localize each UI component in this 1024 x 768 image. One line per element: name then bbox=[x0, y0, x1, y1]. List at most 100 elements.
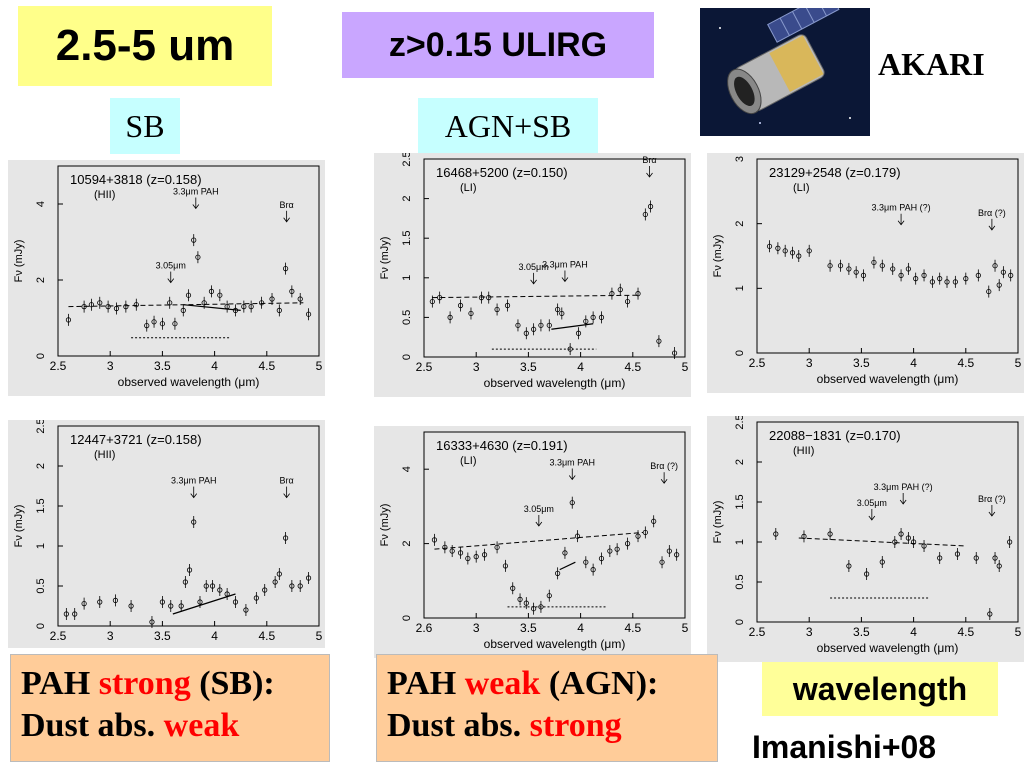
feature-annotation: 3.3μm PAH bbox=[542, 260, 588, 270]
data-point bbox=[494, 544, 500, 550]
data-point bbox=[898, 272, 904, 279]
data-point bbox=[65, 317, 72, 323]
x-tick-label: 4.5 bbox=[957, 625, 974, 639]
data-point bbox=[567, 346, 573, 352]
data-point bbox=[952, 279, 958, 285]
data-point bbox=[624, 541, 631, 547]
x-tick-label: 4.5 bbox=[624, 621, 641, 635]
data-point bbox=[442, 544, 448, 550]
plot-frame bbox=[57, 425, 320, 627]
data-point bbox=[801, 533, 807, 540]
y-tick-label: 1 bbox=[734, 285, 746, 291]
data-point bbox=[598, 555, 605, 562]
y-tick-label: 0 bbox=[401, 615, 413, 621]
data-point bbox=[63, 611, 69, 617]
x-axis-label: observed wavelength (μm) bbox=[484, 637, 626, 651]
panel-title: 16468+5200 (z=0.150) bbox=[436, 165, 568, 180]
y-tick-label: 4 bbox=[35, 201, 47, 207]
x-tick-label: 2.5 bbox=[416, 360, 433, 374]
x-tick-label: 4 bbox=[211, 359, 218, 373]
y-axis-label: Fν (mJy) bbox=[379, 504, 391, 547]
data-point bbox=[538, 604, 544, 610]
x-tick-label: 2.6 bbox=[416, 621, 433, 635]
data-point bbox=[921, 543, 927, 549]
data-point bbox=[88, 302, 95, 308]
y-tick-label: 2 bbox=[35, 277, 47, 283]
y-axis-label: Fν (mJy) bbox=[13, 505, 25, 548]
panel-title: 12447+3721 (z=0.158) bbox=[70, 432, 202, 447]
citation: Imanishi+08 bbox=[752, 729, 937, 765]
data-point bbox=[72, 611, 78, 617]
slide-title: 2.5-5 um bbox=[18, 6, 272, 86]
y-tick-label: 1.5 bbox=[35, 498, 47, 513]
data-point bbox=[555, 306, 561, 313]
y-tick-label: 1.5 bbox=[734, 494, 746, 509]
data-point bbox=[531, 326, 537, 332]
data-point bbox=[624, 298, 631, 305]
data-point bbox=[583, 318, 589, 324]
y-axis-label: Fν (mJy) bbox=[712, 501, 724, 544]
data-point bbox=[987, 611, 993, 617]
data-point bbox=[609, 291, 615, 297]
y-tick-label: 2.5 bbox=[35, 420, 47, 434]
feature-annotation: Brα (?) bbox=[978, 208, 1006, 218]
spectrum-panel-23129: 2.5 3 3.5 4 4.5 5 0 1 2 3 observed wavelength (μm)… bbox=[707, 153, 1024, 393]
data-point bbox=[1000, 269, 1006, 275]
data-point bbox=[827, 531, 833, 537]
feature-annotation: 3.3μm PAH bbox=[171, 476, 217, 486]
data-point bbox=[846, 266, 852, 272]
y-axis-label: Fν (mJy) bbox=[13, 240, 25, 283]
data-point bbox=[195, 254, 201, 260]
data-point bbox=[642, 529, 648, 536]
data-point bbox=[992, 555, 998, 561]
spectrum-panel-12447: 2.5 3 3.5 4 4.5 5 0 0.5 1 1.5 2 2.5 Fν (mJy) 12447+37… bbox=[8, 420, 325, 648]
y-tick-label: 0 bbox=[35, 353, 47, 359]
panel-title: 23129+2548 (z=0.179) bbox=[769, 165, 901, 180]
data-point bbox=[248, 304, 254, 310]
x-tick-label: 4 bbox=[211, 629, 218, 643]
data-point bbox=[243, 607, 249, 613]
feature-annotation: 3.3μm PAH (?) bbox=[872, 203, 931, 213]
x-tick-label: 4 bbox=[910, 625, 917, 639]
data-point bbox=[510, 585, 516, 591]
feature-annotation: 3.3μm PAH (?) bbox=[874, 482, 933, 492]
data-point bbox=[305, 575, 312, 581]
panel-class: (HII) bbox=[94, 189, 115, 201]
x-tick-label: 4 bbox=[577, 360, 584, 374]
y-tick-label: 0 bbox=[734, 350, 746, 356]
data-point bbox=[258, 300, 265, 306]
data-point bbox=[168, 603, 174, 609]
x-tick-label: 4.5 bbox=[258, 629, 275, 643]
data-point bbox=[796, 253, 802, 259]
data-point bbox=[846, 563, 852, 569]
data-point bbox=[468, 310, 474, 317]
y-tick-label: 2 bbox=[401, 196, 413, 202]
data-point bbox=[531, 606, 537, 612]
data-point bbox=[297, 296, 303, 302]
y-tick-label: 1.5 bbox=[401, 231, 413, 246]
x-tick-label: 3 bbox=[473, 360, 480, 374]
data-point bbox=[635, 533, 641, 539]
y-tick-label: 4 bbox=[401, 466, 413, 472]
panel-title: 10594+3818 (z=0.158) bbox=[70, 172, 202, 187]
data-point bbox=[502, 563, 509, 569]
x-tick-label: 5 bbox=[316, 629, 323, 643]
column-label-agn-sb: AGN+SB bbox=[418, 98, 598, 154]
y-tick-label: 1 bbox=[35, 543, 47, 549]
data-point bbox=[149, 619, 155, 625]
plot-frame bbox=[57, 165, 320, 357]
slide-subtitle: z>0.15 ULIRG bbox=[342, 12, 654, 78]
x-tick-label: 3.5 bbox=[520, 360, 537, 374]
data-point bbox=[1008, 272, 1014, 279]
data-point bbox=[569, 500, 575, 506]
plot-frame bbox=[423, 431, 686, 619]
data-point bbox=[97, 300, 103, 306]
data-point bbox=[635, 291, 641, 297]
conclusion-sb-box: PAH strong (SB): Dust abs. weak bbox=[10, 654, 330, 762]
feature-annotation: 3.05μm bbox=[524, 504, 554, 514]
y-tick-label: 3 bbox=[734, 156, 746, 162]
y-tick-label: 2.5 bbox=[734, 416, 746, 430]
satellite-image bbox=[700, 8, 870, 136]
x-tick-label: 2.5 bbox=[749, 625, 766, 639]
data-point bbox=[671, 350, 678, 356]
